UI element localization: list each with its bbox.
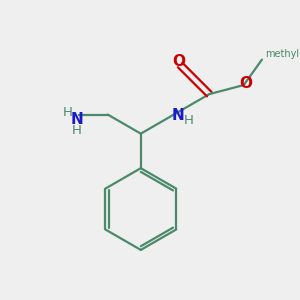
- Text: N: N: [70, 112, 83, 127]
- Text: H: H: [63, 106, 73, 119]
- Text: N: N: [172, 107, 184, 122]
- Text: H: H: [184, 114, 194, 127]
- Text: H: H: [72, 124, 82, 137]
- Text: O: O: [239, 76, 252, 91]
- Text: O: O: [172, 54, 185, 69]
- Text: methyl: methyl: [266, 49, 300, 59]
